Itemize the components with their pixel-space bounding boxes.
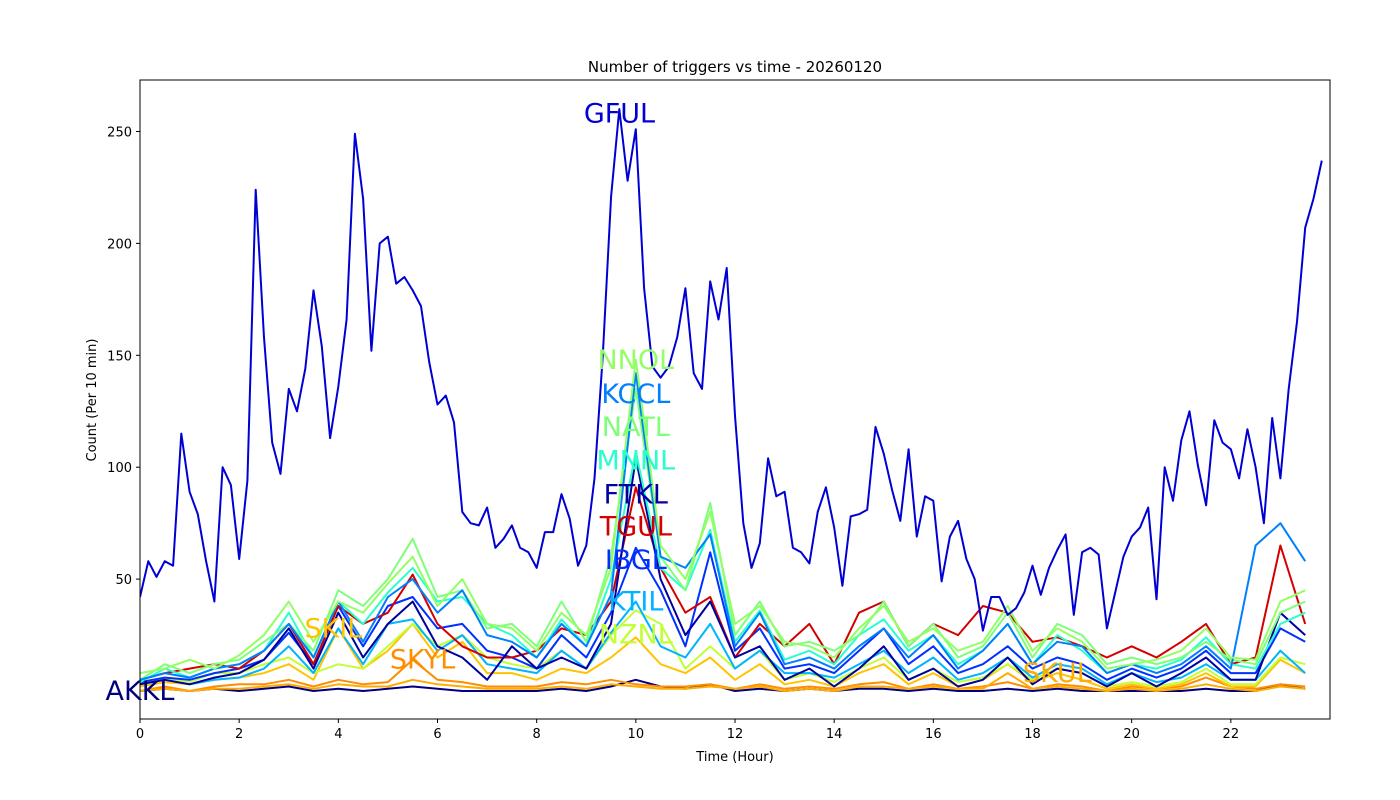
x-axis-ticks: 0 2 4 6 8 10 12 14 16 18 20 22 [136, 719, 1239, 742]
series-label-ftkl: FTKL [604, 479, 668, 510]
y-tick-label: 50 [115, 573, 132, 588]
x-tick-label: 18 [1024, 727, 1041, 742]
x-tick-label: 6 [433, 727, 441, 742]
y-tick-label: 150 [107, 349, 132, 364]
series-line-kccl [140, 372, 1307, 681]
series-label-ibgl: IBGL [605, 545, 667, 576]
series-label-mnnl: MNNL [596, 446, 675, 477]
series-line-gful [140, 108, 1323, 632]
y-axis-ticks: 50 100 150 200 250 [107, 125, 140, 588]
x-tick-label: 10 [628, 727, 645, 742]
series-line-ktil [140, 600, 1306, 686]
series-label-gful: GFUL [584, 99, 655, 130]
series-label-natl: NATL [602, 412, 670, 443]
series-label-skil: SKIL [304, 613, 362, 644]
series-line-nnol [140, 358, 1306, 675]
x-tick-label: 22 [1223, 727, 1240, 742]
series-label-kccl: KCCL [601, 379, 670, 410]
x-tick-label: 0 [136, 727, 144, 742]
x-tick-label: 8 [533, 727, 541, 742]
series-line-ftkl [140, 457, 1306, 688]
series-label-skul: SKUL [1023, 658, 1092, 689]
series-label-tgul: TGUL [599, 511, 672, 542]
x-tick-label: 12 [727, 727, 744, 742]
chart-title: Number of triggers vs time - 20260120 [588, 58, 882, 76]
series-label-ktil: KTIL [608, 586, 663, 617]
x-axis-label: Time (Hour) [695, 750, 773, 765]
x-tick-label: 16 [925, 727, 942, 742]
series-line-nznl [140, 609, 1306, 688]
x-tick-label: 4 [334, 727, 342, 742]
y-tick-label: 250 [107, 125, 132, 140]
series-label-skyl: SKYL [390, 645, 455, 676]
series-label-nznl: NZNL [599, 619, 673, 650]
x-tick-label: 14 [826, 727, 843, 742]
series-label-nnol: NNOL [597, 345, 674, 376]
x-tick-label: 2 [235, 727, 243, 742]
series-layer [140, 108, 1323, 692]
y-tick-label: 200 [107, 237, 132, 252]
y-tick-label: 100 [107, 461, 132, 476]
y-axis-label: Count (Per 10 min) [85, 339, 100, 462]
x-tick-label: 20 [1123, 727, 1140, 742]
series-line-skul [140, 672, 1306, 692]
